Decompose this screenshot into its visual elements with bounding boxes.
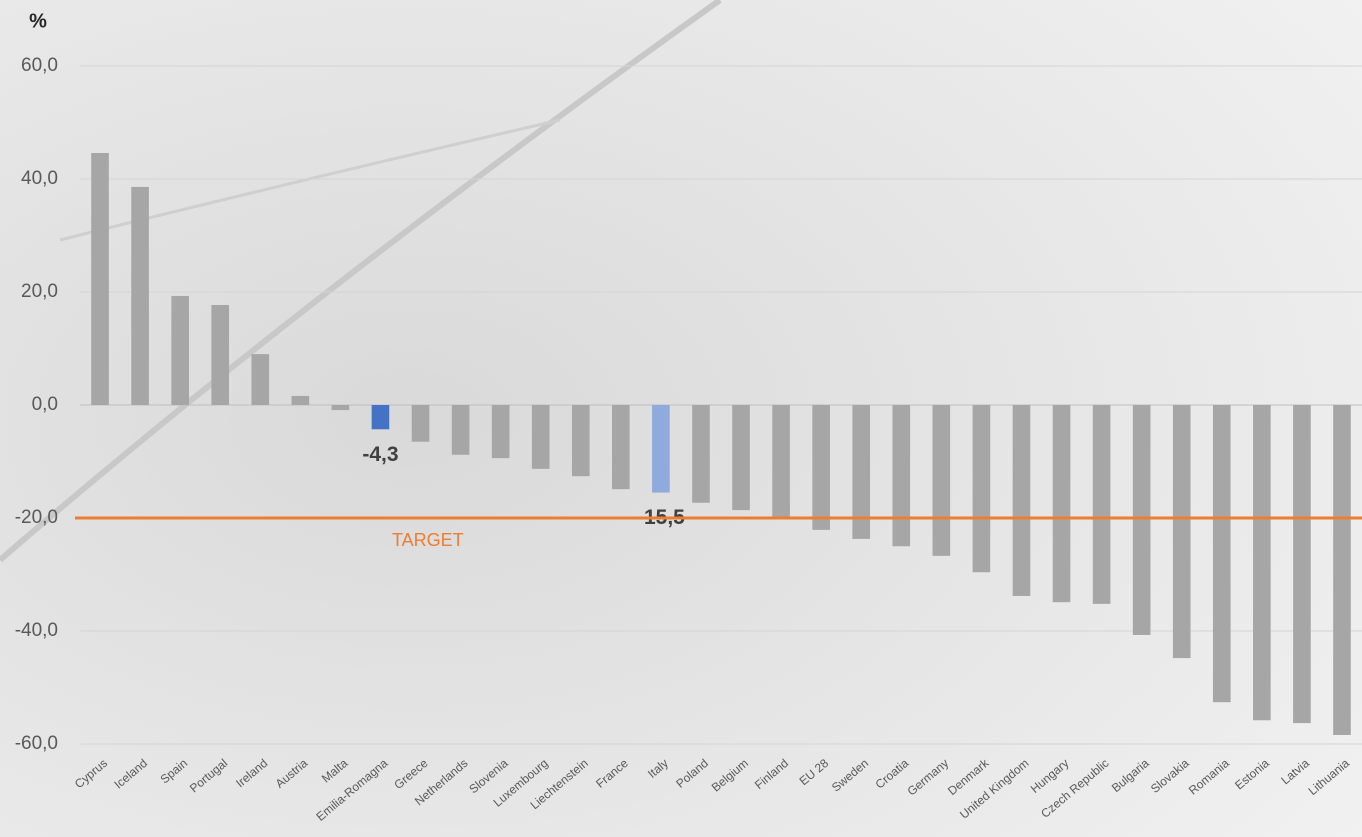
bar: [772, 405, 790, 518]
bar: [1253, 405, 1271, 721]
bar: [1333, 405, 1351, 735]
bar: [331, 405, 350, 411]
y-tick-label: 60,0: [21, 55, 58, 76]
bar: [612, 405, 630, 490]
bar: [1172, 405, 1191, 659]
bar: [571, 405, 590, 477]
bar: [131, 186, 149, 405]
bar: [1092, 405, 1111, 604]
target-label: TARGET: [392, 530, 464, 550]
bar: [411, 405, 430, 442]
y-tick-label: -60,0: [15, 733, 58, 754]
y-tick-label: -40,0: [15, 620, 58, 641]
bar: [531, 405, 550, 469]
y-tick-label: 20,0: [21, 281, 58, 302]
bar: [171, 295, 189, 405]
unit-label: %: [29, 10, 47, 32]
bar: [211, 304, 230, 405]
leaf-vein: [0, 0, 722, 563]
bar: [1132, 405, 1151, 635]
bar: [932, 405, 951, 556]
bar: [812, 405, 830, 530]
bar: [91, 153, 109, 405]
bar: [1212, 405, 1231, 703]
bar: [371, 405, 390, 430]
bar: [451, 405, 470, 455]
bar: [291, 395, 310, 405]
bar: [1052, 405, 1071, 603]
value-label: -4,3: [362, 443, 398, 466]
bar: [732, 405, 750, 511]
bar: [852, 405, 871, 539]
bar: [972, 405, 991, 573]
y-tick-label: 40,0: [21, 168, 58, 189]
bar: [892, 405, 911, 547]
bar: [692, 405, 710, 503]
bar: [491, 405, 510, 459]
bar: [1293, 405, 1311, 724]
leaf-vein: [59, 118, 561, 242]
bar: [652, 405, 670, 493]
bar: [251, 354, 270, 405]
bar: [1012, 405, 1031, 596]
y-tick-label: -20,0: [15, 507, 58, 528]
y-tick-label: 0,0: [32, 394, 58, 415]
